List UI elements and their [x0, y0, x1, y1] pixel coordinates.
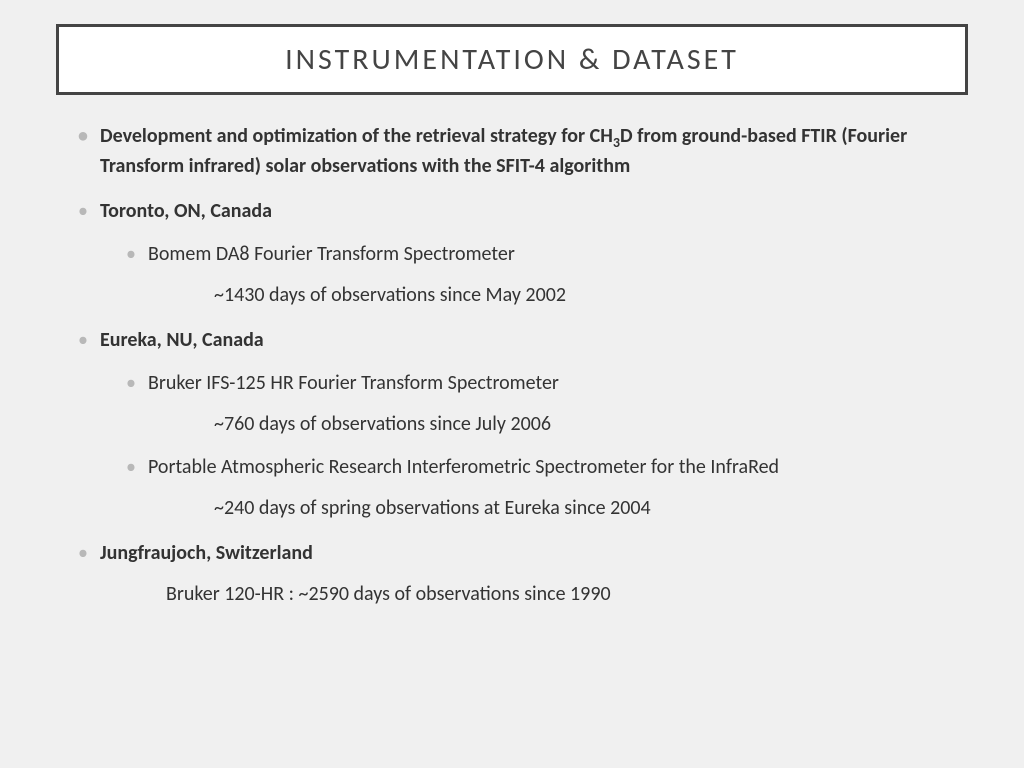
slide: INSTRUMENTATION & DATASET Development an…	[0, 0, 1024, 768]
eureka-detail-2-list: ~240 days of spring observations at Eure…	[148, 495, 948, 522]
slide-content: Development and optimization of the retr…	[56, 123, 968, 608]
toronto-label: Toronto, ON, Canada	[100, 199, 272, 223]
bullet-item-toronto: Toronto, ON, Canada Bomem DA8 Fourier Tr…	[76, 198, 948, 309]
bullet-list: Development and optimization of the retr…	[76, 123, 948, 608]
slide-title: INSTRUMENTATION & DATASET	[79, 41, 945, 78]
bullet-item-eureka: Eureka, NU, Canada Bruker IFS-125 HR Fou…	[76, 327, 948, 522]
jungfraujoch-label: Jungfraujoch, Switzerland	[100, 541, 313, 565]
eureka-instrument-1-name: Bruker IFS-125 HR Fourier Transform Spec…	[148, 371, 559, 395]
toronto-detail: ~1430 days of observations since May 200…	[214, 282, 948, 309]
intro-pre: Development and optimization of the retr…	[100, 124, 613, 148]
toronto-instrument: Bomem DA8 Fourier Transform Spectrometer…	[124, 241, 948, 309]
eureka-instrument-2-name: Portable Atmospheric Research Interferom…	[148, 455, 779, 479]
eureka-detail-1: ~760 days of observations since July 200…	[214, 411, 948, 438]
bullet-item-intro: Development and optimization of the retr…	[76, 123, 948, 180]
toronto-detail-list: ~1430 days of observations since May 200…	[148, 282, 948, 309]
toronto-instrument-name: Bomem DA8 Fourier Transform Spectrometer	[148, 242, 515, 266]
eureka-detail-2: ~240 days of spring observations at Eure…	[214, 495, 948, 522]
eureka-children: Bruker IFS-125 HR Fourier Transform Spec…	[100, 370, 948, 522]
eureka-label: Eureka, NU, Canada	[100, 328, 264, 352]
bullet-item-jungfraujoch: Jungfraujoch, Switzerland Bruker 120-HR …	[76, 540, 948, 608]
intro-sub: 3	[613, 134, 620, 151]
eureka-instrument-1: Bruker IFS-125 HR Fourier Transform Spec…	[124, 370, 948, 438]
eureka-instrument-2: Portable Atmospheric Research Interferom…	[124, 454, 948, 522]
jungfraujoch-detail: Bruker 120-HR : ~2590 days of observatio…	[166, 581, 948, 608]
title-box: INSTRUMENTATION & DATASET	[56, 24, 968, 95]
eureka-detail-1-list: ~760 days of observations since July 200…	[148, 411, 948, 438]
toronto-children: Bomem DA8 Fourier Transform Spectrometer…	[100, 241, 948, 309]
jungfraujoch-detail-list: Bruker 120-HR : ~2590 days of observatio…	[100, 581, 948, 608]
